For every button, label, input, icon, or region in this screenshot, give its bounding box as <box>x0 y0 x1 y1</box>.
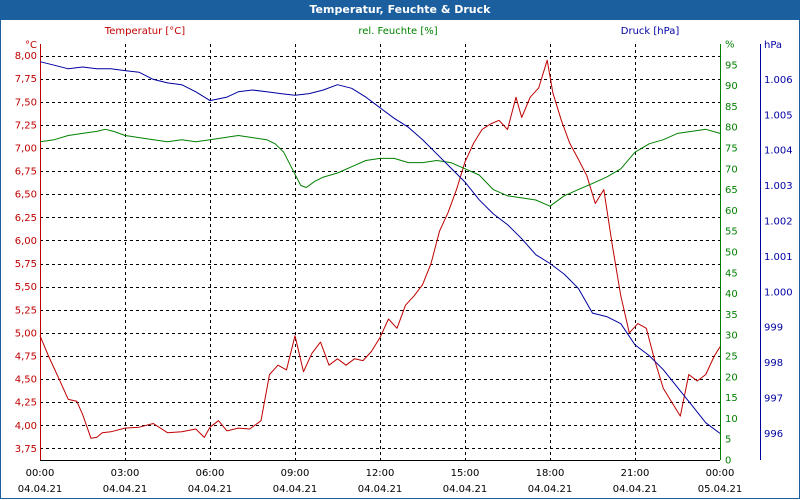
temperature-tick-label: 4,25 <box>15 398 37 409</box>
date-tick-label: 04.04.21 <box>18 484 63 495</box>
date-tick-label: 04.04.21 <box>103 484 148 495</box>
humidity-tick-label: 40 <box>725 289 738 300</box>
pressure-tick-label: 1.005 <box>764 110 793 121</box>
temperature-tick-label: 4,75 <box>15 352 37 363</box>
chart-title: Temperatur, Feuchte & Druck <box>309 3 491 16</box>
date-tick-label: 04.04.21 <box>358 484 403 495</box>
time-tick-label: 09:00 <box>281 468 310 479</box>
temperature-tick-label: 6,50 <box>15 190 37 201</box>
date-tick-label: 04.04.21 <box>443 484 488 495</box>
pressure-tick-label: 999 <box>764 323 783 334</box>
temperature-tick-label: 5,25 <box>15 305 37 316</box>
humidity-tick-label: 0 <box>725 456 731 467</box>
time-tick-label: 18:00 <box>536 468 565 479</box>
pressure-tick-label: 996 <box>764 429 783 440</box>
pressure-tick-label: 997 <box>764 394 783 405</box>
temperature-tick-label: 8,00 <box>15 51 37 62</box>
pressure-line <box>39 61 721 434</box>
temperature-tick-label: 5,75 <box>15 259 37 270</box>
time-tick-label: 00:00 <box>26 468 55 479</box>
pressure-unit: hPa <box>764 40 782 51</box>
humidity-tick-label: 45 <box>725 268 738 279</box>
humidity-axis-title: rel. Feuchte [%] <box>358 26 437 37</box>
pressure-tick-label: 1.003 <box>764 181 793 192</box>
time-tick-label: 12:00 <box>366 468 395 479</box>
humidity-tick-label: % <box>725 40 735 51</box>
temperature-tick-label: 6,00 <box>15 236 37 247</box>
humidity-tick-label: 10 <box>725 414 738 425</box>
humidity-tick-label: 75 <box>725 144 738 155</box>
date-tick-label: 04.04.21 <box>613 484 658 495</box>
humidity-tick-label: 85 <box>725 102 738 113</box>
date-tick-label: 04.04.21 <box>273 484 318 495</box>
humidity-tick-label: 30 <box>725 331 738 342</box>
temperature-line <box>39 59 721 439</box>
time-tick-label: 21:00 <box>621 468 650 479</box>
temperature-tick-label: 3,75 <box>15 444 37 455</box>
date-tick-label: 05.04.21 <box>698 484 743 495</box>
temperature-unit: °C <box>25 40 37 51</box>
pressure-axis-title: Druck [hPa] <box>621 26 680 37</box>
temperature-tick-label: 7,25 <box>15 120 37 131</box>
pressure-tick-label: 1.002 <box>764 217 793 228</box>
temperature-tick-label: 6,75 <box>15 167 37 178</box>
chart-title-bar: Temperatur, Feuchte & Druck <box>0 0 800 20</box>
humidity-tick-label: 60 <box>725 206 738 217</box>
humidity-tick-label: 70 <box>725 164 738 175</box>
humidity-tick-label: 5 <box>725 435 731 446</box>
time-tick-label: 00:00 <box>706 468 735 479</box>
date-tick-label: 04.04.21 <box>528 484 573 495</box>
time-tick-label: 06:00 <box>196 468 225 479</box>
temperature-tick-label: 5,00 <box>15 328 37 339</box>
time-tick-label: 15:00 <box>451 468 480 479</box>
humidity-tick-label: 95 <box>725 60 738 71</box>
pressure-tick-label: 998 <box>764 358 783 369</box>
temperature-tick-label: 6,25 <box>15 213 37 224</box>
pressure-tick-label: 1.000 <box>764 287 793 298</box>
temperature-tick-label: 7,75 <box>15 74 37 85</box>
humidity-tick-label: 15 <box>725 393 738 404</box>
humidity-line <box>39 128 721 207</box>
pressure-tick-label: 1.001 <box>764 252 793 263</box>
temperature-axis-title: Temperatur [°C] <box>104 26 185 37</box>
temperature-tick-label: 4,50 <box>15 375 37 386</box>
humidity-tick-label: 80 <box>725 123 738 134</box>
humidity-tick-label: 35 <box>725 310 738 321</box>
plot-area <box>40 44 720 460</box>
humidity-tick-label: 25 <box>725 352 738 363</box>
temperature-tick-label: 7,00 <box>15 144 37 155</box>
humidity-tick-label: 20 <box>725 372 738 383</box>
temperature-tick-label: 7,50 <box>15 97 37 108</box>
date-tick-label: 04.04.21 <box>188 484 233 495</box>
humidity-tick-label: 50 <box>725 248 738 259</box>
humidity-tick-label: 65 <box>725 185 738 196</box>
pressure-tick-label: 1.006 <box>764 75 793 86</box>
temperature-tick-label: 5,50 <box>15 282 37 293</box>
pressure-tick-label: 1.004 <box>764 146 793 157</box>
humidity-tick-label: 90 <box>725 81 738 92</box>
humidity-tick-label: 55 <box>725 227 738 238</box>
time-tick-label: 03:00 <box>111 468 140 479</box>
temperature-tick-label: 4,00 <box>15 421 37 432</box>
